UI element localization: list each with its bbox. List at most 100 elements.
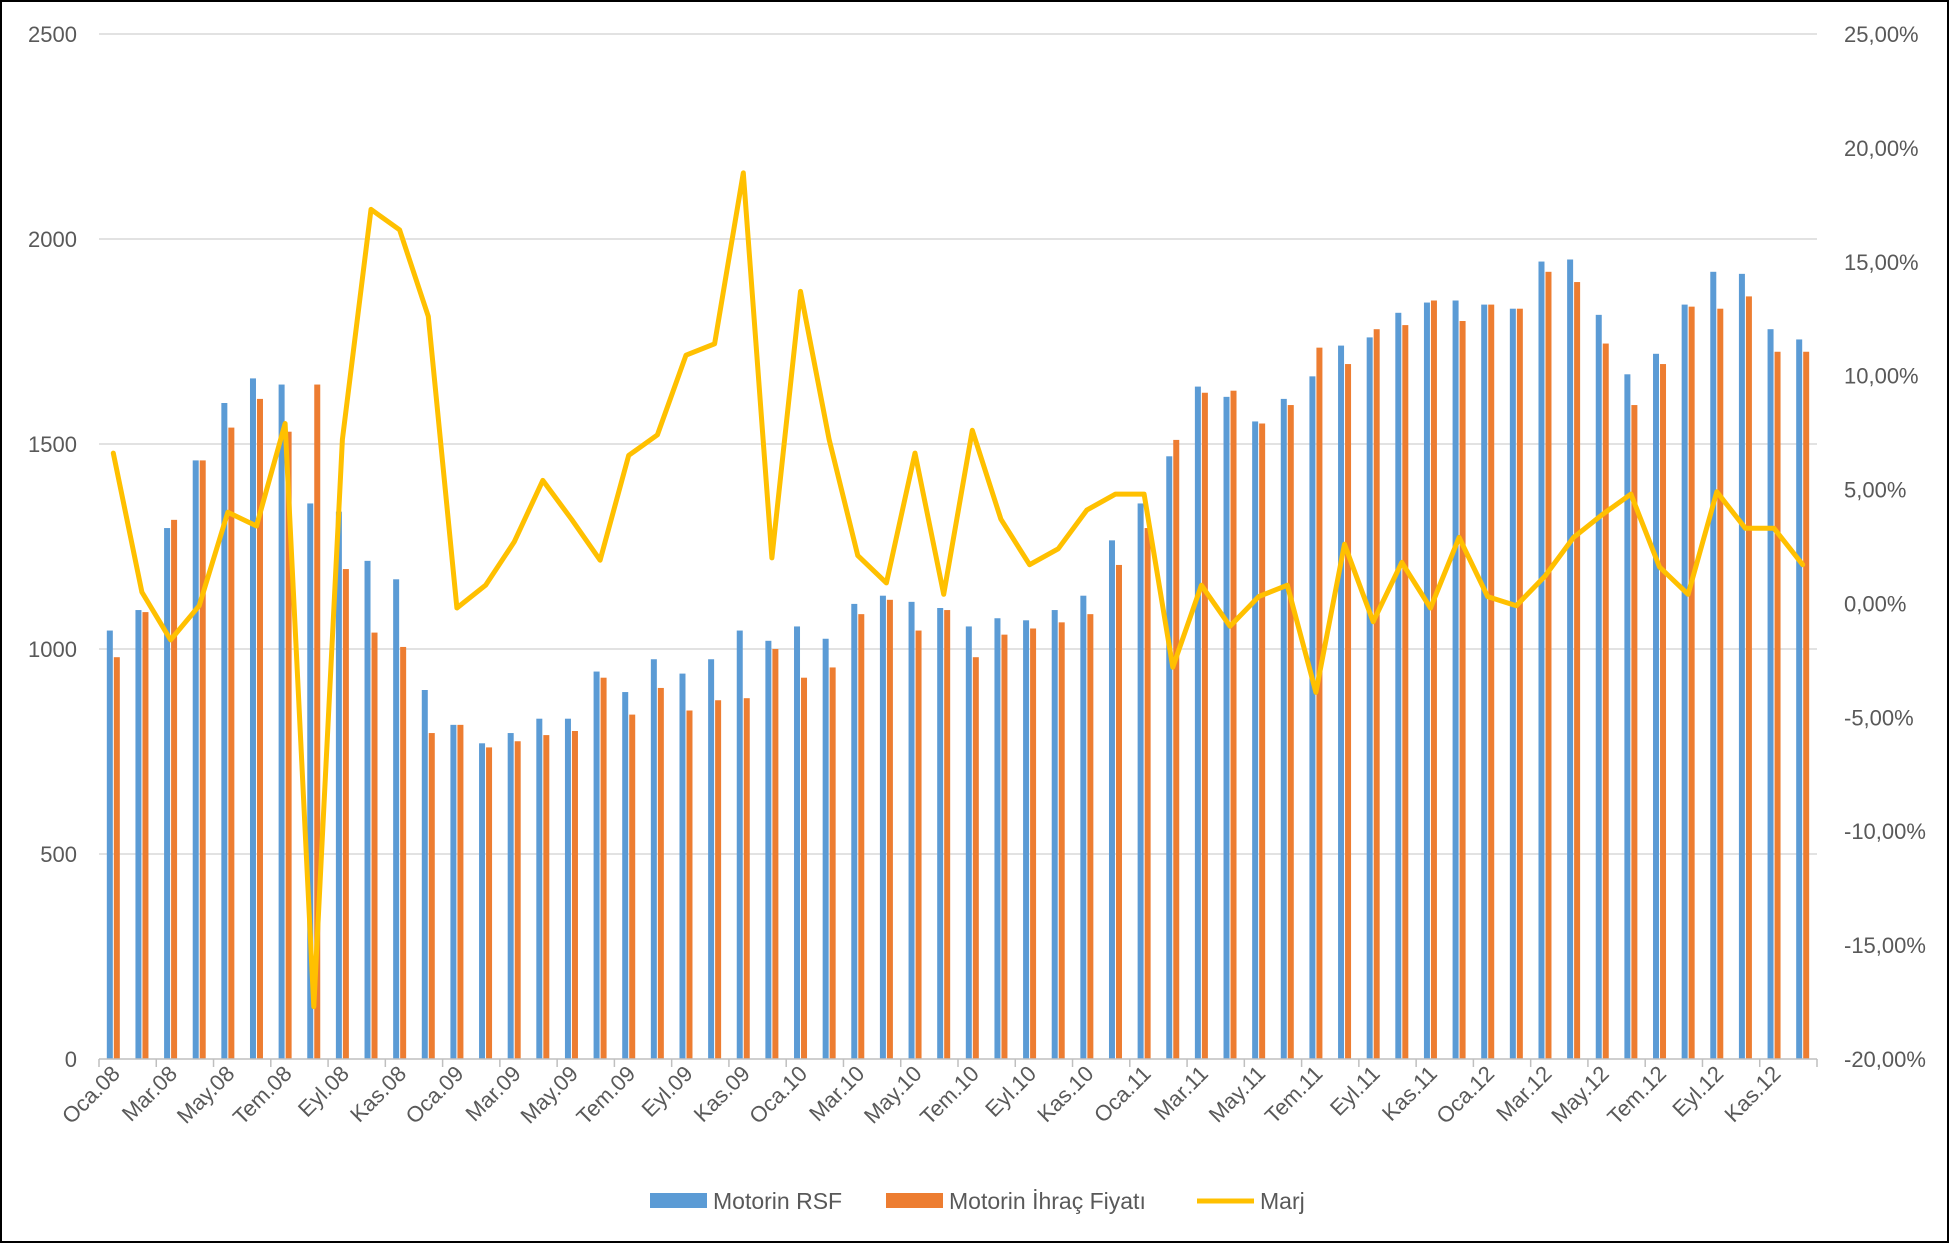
bar-motorin-rsf (1624, 374, 1631, 1059)
bar-motorin-ihrac-fiyati (1774, 351, 1781, 1059)
bar-motorin-ihrac-fiyati (1373, 329, 1380, 1059)
bar-motorin-ihrac-fiyati (1745, 296, 1752, 1059)
bar-motorin-rsf (1137, 503, 1144, 1059)
bar-motorin-ihrac-fiyati (1803, 351, 1810, 1059)
right-tick-label: 20,00% (1844, 136, 1919, 161)
x-tick-label: Eyl.10 (980, 1061, 1041, 1122)
x-tick-label: Eyl.11 (1325, 1061, 1385, 1121)
left-tick-label: 1500 (28, 432, 77, 457)
bar-motorin-rsf (765, 640, 772, 1059)
bar-motorin-rsf (1710, 271, 1717, 1059)
x-tick-label: Kas.10 (1032, 1061, 1098, 1127)
x-tick-label: Kas.12 (1719, 1061, 1785, 1127)
right-tick-label: -10,00% (1844, 819, 1926, 844)
bar-motorin-rsf (393, 579, 400, 1059)
bar-motorin-rsf (278, 384, 285, 1059)
bar-motorin-rsf (335, 511, 342, 1059)
bar-motorin-rsf (679, 673, 686, 1059)
bar-motorin-rsf (536, 718, 543, 1059)
bar-motorin-ihrac-fiyati (886, 599, 893, 1059)
left-tick-label: 2500 (28, 22, 77, 47)
bar-motorin-ihrac-fiyati (1144, 528, 1151, 1059)
x-tick-label: May.11 (1204, 1061, 1270, 1127)
bar-motorin-ihrac-fiyati (915, 630, 922, 1059)
right-tick-label: -20,00% (1844, 1047, 1926, 1072)
bar-motorin-ihrac-fiyati (1545, 271, 1552, 1059)
bar-motorin-ihrac-fiyati (1259, 423, 1266, 1059)
bar-motorin-ihrac-fiyati (1574, 282, 1581, 1059)
bar-motorin-rsf (221, 403, 228, 1059)
bar-motorin-rsf (908, 601, 915, 1059)
bar-motorin-rsf (937, 608, 944, 1059)
x-tick-label: Eyl.09 (637, 1061, 698, 1122)
bar-motorin-ihrac-fiyati (228, 427, 235, 1060)
bar-motorin-rsf (1051, 610, 1058, 1059)
x-tick-label: Mar.09 (460, 1061, 525, 1126)
bar-motorin-rsf (1538, 261, 1545, 1059)
bar-motorin-ihrac-fiyati (715, 700, 722, 1059)
bar-motorin-rsf (1509, 308, 1516, 1059)
bar-motorin-ihrac-fiyati (1030, 628, 1037, 1059)
bar-motorin-ihrac-fiyati (1001, 634, 1008, 1059)
bar-motorin-ihrac-fiyati (858, 614, 865, 1059)
bar-motorin-rsf (1194, 386, 1201, 1060)
bar-motorin-rsf (1481, 304, 1488, 1060)
bar-motorin-ihrac-fiyati (629, 714, 636, 1059)
bar-motorin-ihrac-fiyati (772, 649, 779, 1059)
x-tick-label: Mar.12 (1491, 1061, 1556, 1126)
bar-motorin-ihrac-fiyati (743, 698, 750, 1059)
bar-motorin-ihrac-fiyati (342, 569, 349, 1059)
bar-motorin-ihrac-fiyati (944, 610, 951, 1059)
bar-motorin-rsf (708, 659, 715, 1059)
bar-motorin-rsf (593, 671, 600, 1059)
bar-motorin-rsf (1767, 329, 1774, 1059)
bar-motorin-ihrac-fiyati (457, 724, 464, 1059)
bar-motorin-rsf (622, 692, 629, 1059)
bar-motorin-rsf (1080, 595, 1087, 1059)
bar-motorin-ihrac-fiyati (657, 687, 664, 1059)
bar-motorin-ihrac-fiyati (543, 735, 550, 1059)
bar-motorin-rsf (1252, 421, 1259, 1059)
right-tick-label: 25,00% (1844, 22, 1919, 47)
bar-motorin-rsf (822, 638, 829, 1059)
bar-motorin-rsf (479, 743, 486, 1059)
x-tick-label: May.08 (172, 1061, 240, 1129)
x-tick-label: Eyl.12 (1667, 1061, 1728, 1122)
bar-motorin-ihrac-fiyati (1345, 364, 1352, 1059)
right-tick-label: 0,00% (1844, 591, 1906, 616)
bar-motorin-ihrac-fiyati (314, 384, 321, 1059)
left-tick-label: 1000 (28, 637, 77, 662)
bar-motorin-rsf (192, 460, 199, 1059)
bar-motorin-rsf (1395, 312, 1402, 1059)
bar-motorin-ihrac-fiyati (1115, 564, 1122, 1059)
x-tick-label: Tem.09 (572, 1061, 641, 1130)
bar-motorin-ihrac-fiyati (972, 657, 979, 1059)
legend-swatch-export-price (886, 1193, 943, 1208)
bar-motorin-ihrac-fiyati (801, 677, 808, 1059)
x-tick-label: May.12 (1546, 1061, 1614, 1129)
right-tick-label: -5,00% (1844, 705, 1914, 730)
right-tick-label: 5,00% (1844, 478, 1906, 503)
bar-motorin-ihrac-fiyati (1717, 308, 1724, 1059)
bar-motorin-rsf (1653, 353, 1660, 1059)
x-tick-label: May.09 (515, 1061, 583, 1129)
bar-motorin-ihrac-fiyati (1631, 405, 1638, 1059)
x-tick-label: Eyl.08 (293, 1061, 354, 1122)
left-tick-label: 2000 (28, 227, 77, 252)
bar-motorin-ihrac-fiyati (829, 667, 836, 1059)
bar-motorin-rsf (1452, 300, 1459, 1059)
right-tick-label: 10,00% (1844, 364, 1919, 389)
bar-motorin-ihrac-fiyati (1602, 343, 1609, 1059)
bar-motorin-ihrac-fiyati (600, 677, 607, 1059)
bar-motorin-ihrac-fiyati (486, 747, 493, 1059)
bar-motorin-ihrac-fiyati (171, 519, 178, 1059)
bar-motorin-rsf (564, 718, 571, 1059)
legend-label-rsf: Motorin RSF (713, 1188, 842, 1214)
x-tick-label: Tem.12 (1602, 1061, 1671, 1130)
x-tick-label: Oca.11 (1089, 1061, 1156, 1128)
bar-motorin-rsf (1595, 314, 1602, 1060)
bar-motorin-ihrac-fiyati (1287, 405, 1294, 1059)
bar-motorin-ihrac-fiyati (256, 398, 263, 1059)
bar-motorin-ihrac-fiyati (1516, 308, 1523, 1059)
